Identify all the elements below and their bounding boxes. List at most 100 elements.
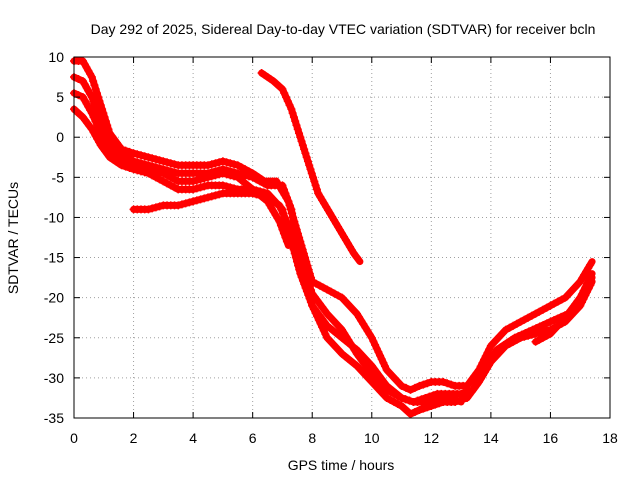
plus-marker [189,185,198,194]
plus-marker [586,260,595,269]
plus-marker [121,162,130,171]
plus-marker [531,329,540,338]
plus-marker [318,323,327,332]
plus-marker [280,213,289,222]
plus-marker [140,168,149,177]
plus-marker [542,319,551,328]
plus-marker [374,348,383,357]
plus-marker [189,197,198,206]
plus-marker [282,93,291,102]
plot-frame [73,56,611,419]
plus-marker [296,133,305,142]
plus-marker [303,275,312,284]
plus-marker [481,352,490,361]
plus-marker [291,117,300,126]
plus-marker [419,404,428,413]
plus-marker [321,330,330,339]
x-tick-label: 12 [424,430,440,446]
chart-title: Day 292 of 2025, Sidereal Day-to-day VTE… [91,21,596,37]
plus-marker [316,319,325,328]
plus-marker [381,362,390,371]
plus-marker [215,190,224,199]
y-tick-label: -30 [44,370,64,386]
plus-marker [90,101,99,110]
plus-marker [308,301,317,310]
plus-marker [293,246,302,255]
data-series [70,57,596,418]
plus-marker [155,168,164,177]
plus-marker [406,385,415,394]
plus-marker [196,175,205,184]
plus-marker [369,337,378,346]
plus-marker [302,153,311,162]
plus-marker [297,137,306,146]
plus-marker [170,160,179,169]
plus-marker [319,326,328,335]
plus-marker [289,113,298,122]
plus-marker [311,181,320,190]
plus-marker [226,171,235,180]
x-axis-title: GPS time / hours [288,457,395,473]
plus-marker [292,121,301,130]
plus-marker [211,191,220,200]
plus-marker [155,156,164,165]
plus-marker [91,117,100,126]
plus-marker [421,397,430,406]
x-tick-label: 16 [543,430,559,446]
plus-marker [207,192,216,201]
plus-marker [429,395,438,404]
plus-marker [314,315,323,324]
plus-marker [306,165,315,174]
plus-marker [196,183,205,192]
plus-marker [87,73,96,82]
y-tick-label: 5 [56,89,64,105]
plus-marker [279,185,288,194]
plus-marker [93,121,102,130]
plus-marker [524,331,533,340]
plus-marker [74,91,83,100]
plus-marker [288,232,297,241]
plus-marker [211,171,220,180]
y-tick-label: 0 [56,129,64,145]
plus-marker [372,344,381,353]
y-tick-label: -20 [44,290,64,306]
plus-marker [305,161,314,170]
plus-marker [287,228,296,237]
plus-marker [144,153,153,162]
plus-marker [259,192,268,201]
plus-marker [586,276,595,285]
plus-marker [447,380,456,389]
plus-marker [367,333,376,342]
plus-marker [218,181,227,190]
plus-marker [283,97,292,106]
plus-marker [151,155,160,164]
plus-marker [144,205,153,214]
plus-marker [163,158,172,167]
plus-marker [170,168,179,177]
plus-marker [222,170,231,179]
plus-marker [292,242,301,251]
y-tick-label: -35 [44,410,64,426]
plus-marker [92,105,101,114]
plus-marker [125,163,134,172]
plus-marker [285,201,294,210]
plus-marker [204,193,212,202]
plus-marker [185,198,194,207]
plus-marker [282,217,291,226]
plus-marker [177,200,186,209]
plus-marker [166,159,175,168]
plus-marker [527,330,536,339]
plus-marker [285,101,294,110]
plus-marker [307,169,316,178]
plus-marker [192,176,201,185]
plus-marker [248,189,257,198]
plus-marker [87,93,96,102]
plus-marker [244,172,253,181]
plus-marker [90,81,99,90]
plus-marker [309,305,318,314]
plus-marker [192,196,201,205]
plus-marker [301,267,310,276]
x-tick-label: 18 [602,430,618,446]
plus-marker [305,282,314,291]
x-tick-label: 14 [483,430,499,446]
